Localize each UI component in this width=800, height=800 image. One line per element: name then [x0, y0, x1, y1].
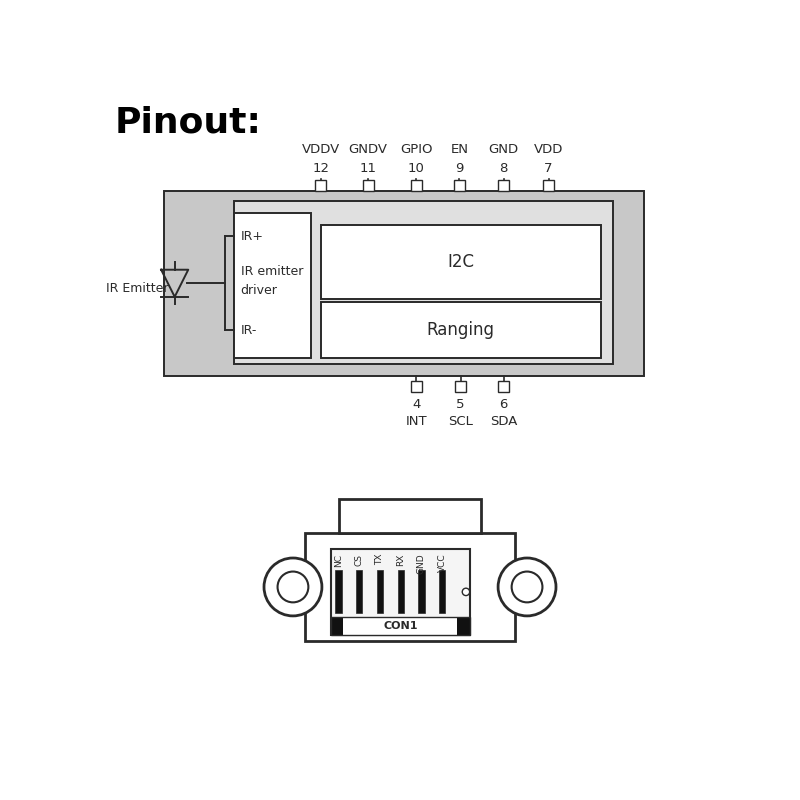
Text: EN: EN: [450, 142, 468, 156]
Bar: [439, 570, 446, 614]
Text: 5: 5: [456, 398, 465, 411]
Text: 12: 12: [312, 162, 329, 175]
Bar: [343, 617, 458, 635]
Text: 7: 7: [544, 162, 553, 175]
Text: 11: 11: [360, 162, 377, 175]
Text: IR emitter: IR emitter: [241, 265, 303, 278]
Text: IR-: IR-: [241, 323, 257, 337]
Circle shape: [278, 571, 308, 602]
Text: SCL: SCL: [448, 415, 473, 428]
Bar: [315, 180, 326, 191]
Text: IR+: IR+: [241, 230, 264, 243]
Text: TX: TX: [375, 554, 385, 565]
Text: driver: driver: [241, 283, 278, 297]
Text: VDD: VDD: [534, 142, 563, 156]
Text: VDDV: VDDV: [302, 142, 340, 156]
Text: 9: 9: [455, 162, 463, 175]
Bar: [398, 570, 404, 614]
Bar: [543, 180, 554, 191]
Text: 10: 10: [408, 162, 425, 175]
Bar: [331, 617, 470, 635]
Text: VCC: VCC: [438, 554, 446, 572]
Text: GND: GND: [489, 142, 518, 156]
Bar: [455, 381, 466, 392]
Text: GND: GND: [417, 554, 426, 574]
Bar: [321, 226, 601, 299]
Bar: [163, 191, 644, 376]
Bar: [458, 617, 470, 635]
Bar: [306, 534, 514, 641]
Text: Pinout:: Pinout:: [114, 106, 261, 139]
Text: NC: NC: [334, 554, 343, 566]
Bar: [410, 381, 422, 392]
Bar: [356, 570, 362, 614]
Bar: [234, 213, 311, 358]
Text: 4: 4: [412, 398, 420, 411]
Text: RX: RX: [396, 554, 406, 566]
Text: INT: INT: [406, 415, 427, 428]
Text: CON1: CON1: [383, 621, 418, 630]
Text: 8: 8: [499, 162, 508, 175]
Bar: [498, 381, 509, 392]
Circle shape: [498, 558, 556, 616]
Bar: [321, 302, 601, 358]
Text: 6: 6: [499, 398, 508, 411]
Bar: [498, 180, 509, 191]
Circle shape: [462, 588, 470, 595]
Text: CS: CS: [354, 554, 364, 566]
Text: GNDV: GNDV: [349, 142, 388, 156]
Bar: [454, 180, 465, 191]
Bar: [331, 549, 470, 635]
Text: IR Emitter: IR Emitter: [106, 282, 169, 294]
Bar: [362, 180, 374, 191]
Bar: [410, 180, 422, 191]
Circle shape: [512, 571, 542, 602]
Text: Ranging: Ranging: [427, 321, 495, 339]
Bar: [377, 570, 383, 614]
Text: SDA: SDA: [490, 415, 518, 428]
Circle shape: [264, 558, 322, 616]
Bar: [339, 499, 481, 534]
Text: I2C: I2C: [447, 254, 474, 271]
Bar: [234, 201, 614, 364]
Text: GPIO: GPIO: [400, 142, 433, 156]
Bar: [418, 570, 425, 614]
Bar: [331, 617, 343, 635]
Bar: [335, 570, 342, 614]
